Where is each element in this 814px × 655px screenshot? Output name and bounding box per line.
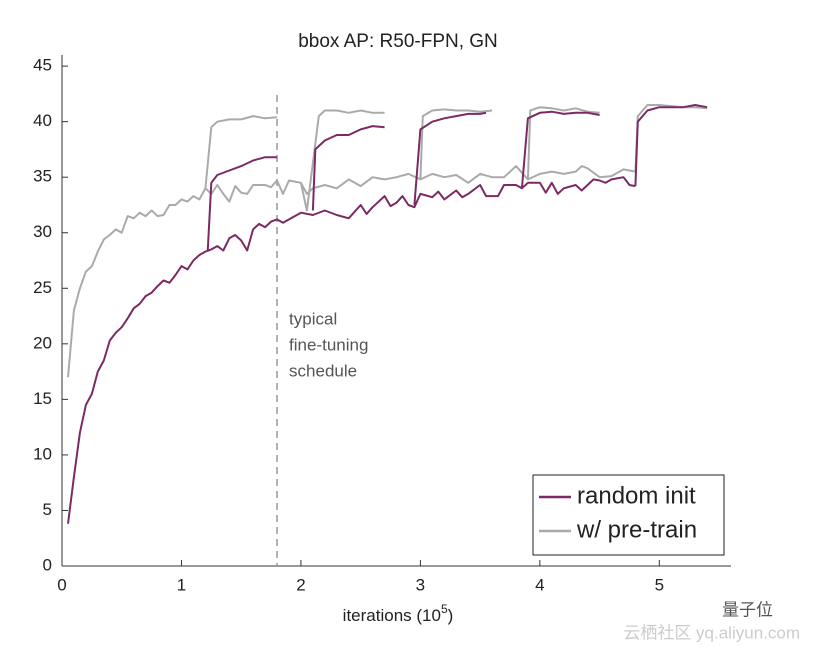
watermark-logo: 量子位 [722, 600, 773, 619]
chart-title: bbox AP: R50-FPN, GN [298, 31, 498, 52]
x-axis-label: iterations (105) [343, 602, 454, 625]
y-tick-label: 10 [33, 444, 52, 463]
x-label-sup: 5 [441, 602, 448, 616]
y-tick-label: 0 [43, 555, 52, 574]
legend-box [532, 474, 725, 556]
x-tick-label: 4 [535, 575, 544, 594]
x-tick-label: 2 [296, 575, 305, 594]
y-tick-label: 30 [33, 222, 52, 241]
series-line [67, 104, 708, 524]
y-tick-label: 45 [33, 56, 52, 75]
annotation: schedule [289, 361, 357, 380]
x-label-main: iterations (10 [343, 606, 441, 625]
x-tick-label: 3 [416, 575, 425, 594]
y-tick-label: 35 [33, 167, 52, 186]
y-tick-label: 25 [33, 278, 52, 297]
legend-label: w/ pre-train [576, 516, 697, 543]
y-tick-label: 15 [33, 389, 52, 408]
annotation: typical [289, 309, 337, 328]
watermark-site: 云栖社区 yq.aliyun.com [623, 623, 800, 642]
series-line [67, 104, 708, 378]
legend-label: random init [577, 482, 696, 509]
annotation: fine-tuning [289, 335, 368, 354]
x-tick-label: 1 [177, 575, 186, 594]
x-tick-label: 0 [57, 575, 66, 594]
y-tick-label: 40 [33, 111, 52, 130]
y-tick-label: 20 [33, 333, 52, 352]
x-label-tail: ) [448, 606, 454, 625]
x-tick-label: 5 [655, 575, 664, 594]
y-tick-label: 5 [43, 500, 52, 519]
